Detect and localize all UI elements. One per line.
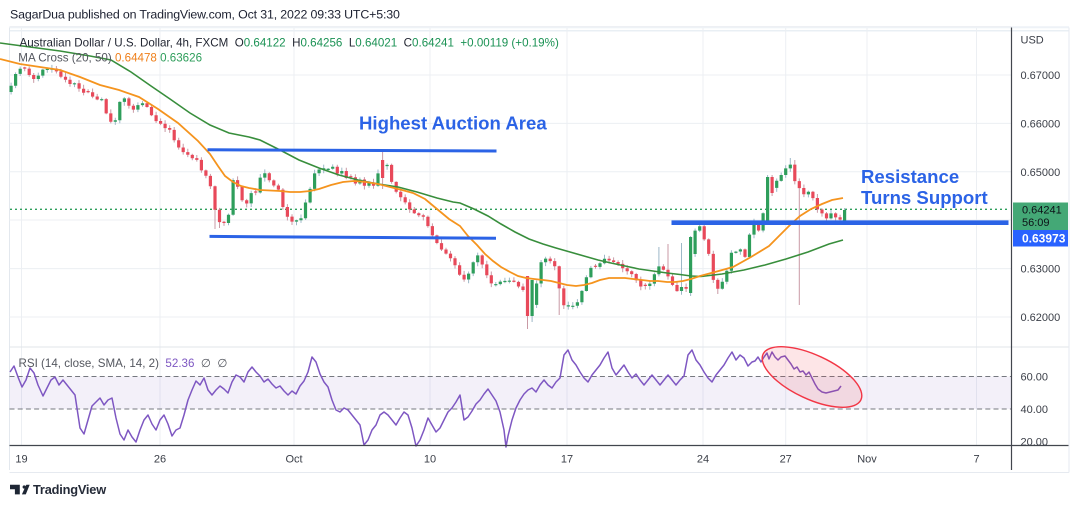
svg-text:7: 7 — [973, 454, 979, 466]
svg-text:17: 17 — [561, 454, 573, 466]
svg-text:Oct: Oct — [285, 454, 302, 466]
svg-text:60.00: 60.00 — [1021, 372, 1049, 384]
svg-text:40.00: 40.00 — [1021, 404, 1049, 416]
svg-text:Highest Auction Area: Highest Auction Area — [359, 113, 547, 134]
svg-text:24: 24 — [697, 454, 709, 466]
svg-text:56:09: 56:09 — [1022, 217, 1050, 229]
svg-text:0.64241: 0.64241 — [1022, 205, 1062, 217]
svg-text:0.62000: 0.62000 — [1021, 312, 1061, 324]
svg-text:TradingView: TradingView — [33, 482, 106, 497]
svg-text:SagarDua published on TradingV: SagarDua published on TradingView.com, O… — [10, 8, 400, 22]
svg-text:Turns Support: Turns Support — [861, 187, 988, 208]
svg-text:20.00: 20.00 — [1021, 437, 1049, 449]
svg-text:0.66000: 0.66000 — [1021, 118, 1061, 130]
svg-text:MA Cross (20, 50) 0.64478 0.: MA Cross (20, 50) 0.64478 0.63626 — [18, 52, 202, 65]
svg-text:19: 19 — [15, 454, 27, 466]
svg-text:0.63000: 0.63000 — [1021, 264, 1061, 276]
svg-text:Nov: Nov — [857, 454, 877, 466]
svg-text:10: 10 — [424, 454, 436, 466]
svg-text:27: 27 — [780, 454, 792, 466]
svg-text:0.63973: 0.63973 — [1022, 232, 1066, 246]
svg-text:Resistance: Resistance — [861, 166, 959, 187]
svg-text:USD: USD — [1021, 35, 1044, 47]
svg-text:0.65000: 0.65000 — [1021, 167, 1061, 179]
svg-text:26: 26 — [154, 454, 166, 466]
svg-text:Australian Dollar / U.S. Dolla: Australian Dollar / U.S. Dollar, 4h, FXC… — [20, 37, 559, 50]
svg-text:0.67000: 0.67000 — [1021, 70, 1061, 82]
svg-text:RSI (14, close, SMA, 14, 2) 5: RSI (14, close, SMA, 14, 2) 52.36 ∅ ∅ — [19, 357, 228, 370]
